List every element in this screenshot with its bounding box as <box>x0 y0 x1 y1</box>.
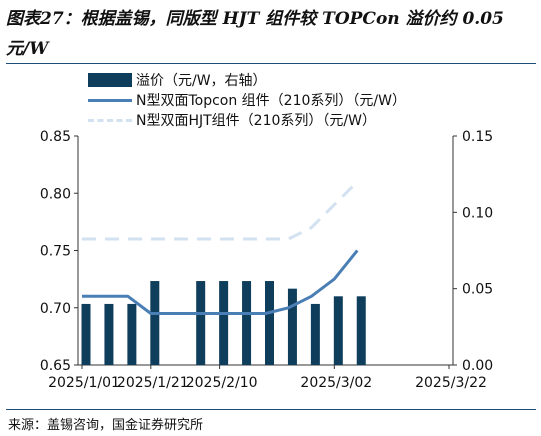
y-left-tick-label: 0.80 <box>40 186 71 202</box>
premium-bar <box>104 303 114 365</box>
legend-label-topcon: N型双面Topcon 组件（210系列）（元/W） <box>136 93 406 109</box>
tick-labels: 0.65 0.70 0.75 0.80 0.85 0.00 0.05 0.10 0.15 2025… <box>40 129 493 391</box>
legend-label-hjt: N型双面HJT组件（210系列）（元/W） <box>136 113 376 129</box>
legend-swatch-solid-line <box>88 93 132 107</box>
legend-item-hjt: N型双面HJT组件（210系列）（元/W） <box>88 110 406 130</box>
y-left-tick-label: 0.85 <box>40 129 71 145</box>
y-right-tick-label: 0.10 <box>462 205 493 221</box>
premium-bar <box>219 281 229 365</box>
chart-title: 图表27：根据盖锡，同版型 HJT 组件较 TOPCon 溢价约 0.05 元/… <box>6 9 504 59</box>
premium-bar <box>127 303 137 365</box>
premium-bar <box>356 296 366 365</box>
premium-bar <box>150 281 160 365</box>
premium-bar <box>196 281 206 365</box>
legend-swatch-bar <box>88 73 132 87</box>
x-tick-label: 2025/3/22 <box>415 375 487 391</box>
legend-item-premium: 溢价（元/W，右轴） <box>88 70 406 90</box>
premium-bar <box>287 288 297 365</box>
y-left-tick-label: 0.75 <box>40 244 71 260</box>
legend-label-premium: 溢价（元/W，右轴） <box>136 73 267 89</box>
x-tick-label: 2025/1/01 <box>48 375 120 391</box>
legend-item-topcon: N型双面Topcon 组件（210系列）（元/W） <box>88 90 406 110</box>
x-tick-label: 2025/2/10 <box>186 375 258 391</box>
footer-divider <box>6 409 536 410</box>
y-left-tick-label: 0.65 <box>40 358 71 374</box>
source-note: 来源：盖锡咨询，国金证券研究所 <box>8 418 204 433</box>
premium-bar <box>242 281 252 365</box>
hjt-price-line <box>82 180 359 241</box>
x-tick-label: 2025/1/21 <box>117 375 189 391</box>
topcon-price-line <box>82 249 359 315</box>
bar-series <box>81 281 366 365</box>
premium-bar <box>81 303 91 365</box>
premium-bar <box>265 281 274 365</box>
y-right-tick-label: 0.00 <box>462 358 493 374</box>
x-tick-label: 2025/3/02 <box>300 375 372 391</box>
premium-bar <box>333 296 343 365</box>
premium-bar <box>310 303 320 365</box>
title-divider <box>6 63 536 64</box>
chart-legend: 溢价（元/W，右轴） N型双面Topcon 组件（210系列）（元/W） N型双… <box>88 70 406 130</box>
legend-swatch-dashed-line <box>88 113 132 127</box>
y-right-tick-label: 0.05 <box>462 282 493 298</box>
y-left-tick-label: 0.70 <box>40 301 71 317</box>
line-series <box>82 180 359 315</box>
y-right-tick-label: 0.15 <box>462 129 493 145</box>
